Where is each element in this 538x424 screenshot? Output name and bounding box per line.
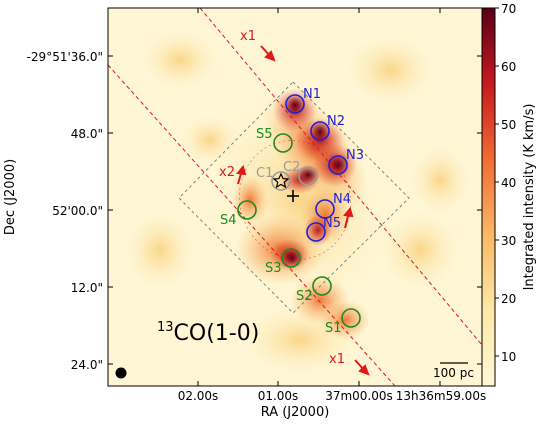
dec-tick-2: 52'00.0": [52, 204, 103, 218]
bar-lines: [108, 8, 482, 386]
ra-tick-1: 01.00s: [258, 389, 299, 403]
aperture-n3: [328, 155, 348, 175]
ra-tick-0: 02.00s: [178, 389, 219, 403]
cb-tick-50: 50: [501, 118, 516, 132]
cb-tick-20: 20: [501, 292, 516, 306]
dec-tick-4: 24.0": [71, 358, 103, 372]
map-title-species: CO(1-0): [174, 321, 260, 346]
label-s5: S5: [256, 127, 273, 142]
center-apertures: [271, 166, 318, 191]
aperture-s5: [273, 133, 293, 153]
y-axis-label: Dec (J2000): [3, 159, 18, 235]
aperture-n5: [306, 222, 326, 242]
ra-tick-3: 13h36m59.00s: [396, 389, 486, 403]
cb-tick-60: 60: [501, 60, 516, 74]
colorbar-label: Integrated intensity (K km/s): [522, 104, 537, 291]
south-apertures: [237, 133, 361, 328]
cb-tick-40: 40: [501, 176, 516, 190]
aperture-n1: [285, 94, 305, 114]
label-n3: N3: [346, 148, 364, 163]
star-icon: [272, 172, 290, 189]
label-x1-top: x1: [240, 29, 256, 44]
label-n5: N5: [323, 216, 341, 231]
flow-arrows: [236, 45, 370, 376]
dec-tick-1: 48.0": [71, 127, 103, 141]
beam-icon: [115, 367, 127, 379]
aperture-c1: [271, 171, 291, 191]
label-s3: S3: [265, 261, 282, 276]
label-s4: S4: [220, 213, 237, 228]
aperture-s4: [237, 200, 257, 220]
label-x1-bottom: x1: [329, 352, 345, 367]
cb-tick-70: 70: [501, 2, 516, 16]
label-c2: C2: [283, 160, 300, 175]
aperture-n4: [315, 199, 335, 219]
aperture-c2: [298, 166, 318, 186]
region-box: [178, 81, 410, 314]
aperture-s2: [312, 276, 332, 296]
aperture-s3: [281, 248, 301, 268]
x-axis-label: RA (J2000): [261, 405, 330, 420]
ra-tick-2: 37m00.00s: [325, 389, 393, 403]
cb-tick-10: 10: [501, 350, 516, 364]
dec-tick-3: 12.0": [71, 281, 103, 295]
north-apertures: [285, 94, 348, 242]
aperture-s1: [341, 308, 361, 328]
map-title: 13CO(1-0): [157, 320, 259, 346]
label-s2: S2: [296, 289, 313, 304]
intensity-map: [108, 8, 482, 386]
colorbar: 70 60 50 40 30 20 10 Integrated intensit…: [481, 2, 537, 387]
label-n1: N1: [303, 87, 321, 102]
label-s1: S1: [325, 321, 342, 336]
label-n4: N4: [333, 192, 351, 207]
scalebar-label: 100 pc: [433, 366, 474, 380]
cross-icon: [287, 190, 299, 202]
label-x2: x2: [219, 165, 235, 180]
axis-ticks: [108, 8, 482, 386]
label-n2: N2: [327, 114, 345, 129]
label-c1: C1: [256, 166, 273, 181]
cb-tick-30: 30: [501, 234, 516, 248]
aperture-n2: [310, 121, 330, 141]
dec-tick-0: -29°51'36.0": [27, 50, 103, 64]
map-title-isotope: 13: [157, 320, 174, 335]
